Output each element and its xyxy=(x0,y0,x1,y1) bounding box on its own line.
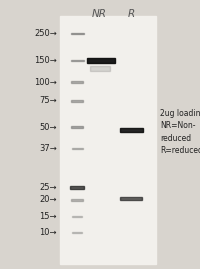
Bar xyxy=(71,81,83,83)
Text: 20→: 20→ xyxy=(39,195,57,204)
Text: 250→: 250→ xyxy=(34,29,57,38)
Text: 150→: 150→ xyxy=(34,56,57,65)
Text: NR: NR xyxy=(92,9,106,19)
Bar xyxy=(120,128,142,132)
Bar xyxy=(72,232,82,233)
Bar xyxy=(60,16,156,264)
Text: 100→: 100→ xyxy=(34,77,57,87)
Bar xyxy=(70,186,84,189)
Text: 10→: 10→ xyxy=(39,228,57,237)
Text: 75→: 75→ xyxy=(39,96,57,105)
Bar xyxy=(71,199,83,201)
Text: 25→: 25→ xyxy=(39,183,57,192)
Bar xyxy=(70,33,84,34)
Bar xyxy=(70,60,84,61)
Bar xyxy=(120,197,142,200)
Text: 50→: 50→ xyxy=(39,123,57,132)
Text: 2ug loading
NR=Non-
reduced
R=reduced: 2ug loading NR=Non- reduced R=reduced xyxy=(160,109,200,155)
Bar xyxy=(71,100,83,102)
Bar xyxy=(72,216,82,217)
Text: 15→: 15→ xyxy=(39,212,57,221)
Bar xyxy=(90,66,110,71)
Bar xyxy=(87,58,115,63)
Bar xyxy=(71,126,83,128)
Text: R: R xyxy=(127,9,135,19)
Text: 37→: 37→ xyxy=(39,144,57,153)
Bar xyxy=(72,148,83,149)
